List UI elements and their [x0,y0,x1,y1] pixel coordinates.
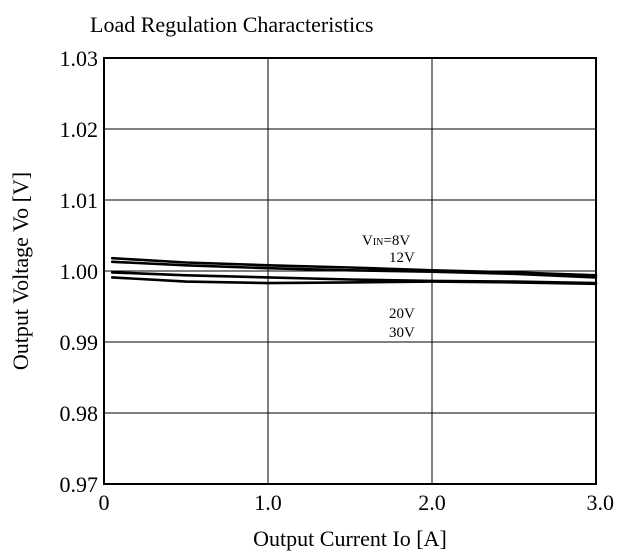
series-line-12v [110,260,598,279]
x-tick-label: 1.0 [254,490,282,515]
y-tick-label: 1.03 [60,46,99,71]
series-line-vin-8v [110,256,598,277]
chart-title: Load Regulation Characteristics [90,12,373,37]
plot-frame [103,57,597,485]
x-tick-labels: 0 1.0 2.0 3.0 [99,490,615,515]
y-tick-label: 0.99 [60,330,99,355]
series-line-30v [110,276,598,286]
y-tick-label: 0.97 [60,472,99,497]
annotation-12v: 12V [389,250,415,266]
y-tick-label: 1.00 [60,259,99,284]
annotation-30v: 30V [389,325,415,341]
series-lines [110,256,598,286]
annotation-20v: 20V [389,306,415,322]
y-tick-label: 1.01 [60,188,99,213]
y-axis-label: Output Voltage Vo [V] [8,172,33,370]
x-tick-label: 0 [99,490,110,515]
y-tick-labels: 0.97 0.98 0.99 1.00 1.01 1.02 1.03 [60,46,99,497]
x-tick-label: 2.0 [418,490,446,515]
y-tick-label: 0.98 [60,401,99,426]
y-tick-label: 1.02 [60,117,99,142]
x-axis-label: Output Current Io [A] [253,526,447,551]
x-tick-label: 3.0 [587,490,615,515]
annotation-vin-8v: VIN=8V [362,233,410,249]
